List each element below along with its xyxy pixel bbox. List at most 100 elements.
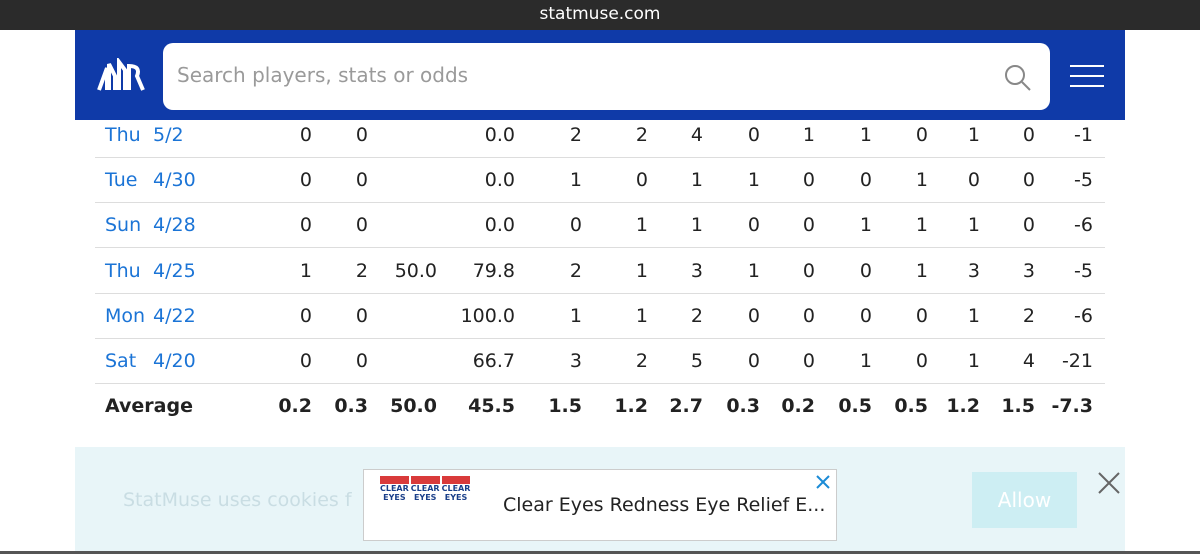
stat-cell: 3 xyxy=(690,259,703,282)
stat-cell: 5 xyxy=(690,350,703,372)
stat-cell: -21 xyxy=(1061,350,1093,372)
stat-cell: 0 xyxy=(355,304,368,327)
ad-product: CLEAR EYES xyxy=(410,476,440,534)
stat-cell: 1 xyxy=(802,124,815,146)
ad[interactable]: CLEAR EYES CLEAR EYES CLEAR EYES Clear E… xyxy=(363,469,837,541)
allow-button[interactable]: Allow xyxy=(972,472,1077,528)
stat-cell: 0.0 xyxy=(484,169,515,192)
stat-cell: 1 xyxy=(915,214,928,237)
average-cell: 1.2 xyxy=(614,395,648,417)
game-day[interactable]: Mon xyxy=(105,304,146,327)
stat-cell: 0 xyxy=(569,214,582,237)
game-date[interactable]: 5/2 xyxy=(153,124,184,146)
ad-close[interactable] xyxy=(816,475,830,489)
url[interactable]: statmuse.com xyxy=(539,4,661,24)
stat-cell: 0.0 xyxy=(484,124,515,146)
ad-product: CLEAR EYES xyxy=(441,476,471,534)
stat-cell: 2 xyxy=(569,124,582,146)
average-cell: 2.7 xyxy=(669,395,703,417)
stat-cell: 2 xyxy=(355,259,368,282)
stat-cell: 1 xyxy=(859,214,872,237)
stat-cell: 3 xyxy=(967,259,980,282)
average-cell: 0.5 xyxy=(838,395,872,417)
game-day[interactable]: Sun xyxy=(105,214,142,237)
stat-cell: 0 xyxy=(802,214,815,237)
stat-cell: 1 xyxy=(859,124,872,146)
stat-cell: 4 xyxy=(690,124,703,146)
stat-cell: 0 xyxy=(355,350,368,372)
stat-cell: 0 xyxy=(802,259,815,282)
stat-cell: 2 xyxy=(690,304,703,327)
game-date[interactable]: 4/22 xyxy=(153,304,196,327)
stat-cell: 0 xyxy=(747,124,760,146)
stat-cell: 1 xyxy=(967,304,980,327)
ad-product: CLEAR EYES xyxy=(380,476,409,534)
stat-cell: 1 xyxy=(635,259,648,282)
menu-icon[interactable] xyxy=(1070,63,1104,89)
stat-cell: 2 xyxy=(635,124,648,146)
average-cell: -7.3 xyxy=(1051,395,1093,417)
stat-cell: 1 xyxy=(635,214,648,237)
stat-cell: 0 xyxy=(802,304,815,327)
stat-cell: 1 xyxy=(747,259,760,282)
game-date[interactable]: 4/28 xyxy=(153,214,196,237)
game-date[interactable]: 4/30 xyxy=(153,169,196,192)
game-date[interactable]: 4/20 xyxy=(153,350,196,372)
stat-cell: 4 xyxy=(1022,350,1035,372)
stat-cell: -5 xyxy=(1074,259,1093,282)
row-divider xyxy=(95,247,1105,249)
row-divider xyxy=(95,202,1105,204)
stat-cell: 1 xyxy=(967,350,980,372)
stat-cell: 3 xyxy=(1022,259,1035,282)
average-cell: 1.5 xyxy=(548,395,582,417)
stat-cell: 0 xyxy=(355,214,368,237)
stat-cell: 0 xyxy=(967,169,980,192)
ad-image: CLEAR EYES CLEAR EYES CLEAR EYES xyxy=(380,476,471,534)
stat-cell: 0 xyxy=(747,214,760,237)
stat-cell: 0 xyxy=(635,169,648,192)
stat-cell: 1 xyxy=(915,169,928,192)
row-divider xyxy=(95,383,1105,384)
stat-cell: 0 xyxy=(299,169,312,192)
close-banner[interactable] xyxy=(1097,471,1121,495)
logo[interactable] xyxy=(97,58,147,94)
stat-cell: 1 xyxy=(747,169,760,192)
stat-cell: 0 xyxy=(915,124,928,146)
game-day[interactable]: Sat xyxy=(105,350,137,372)
game-day[interactable]: Thu xyxy=(105,124,141,146)
average-cell: 50.0 xyxy=(390,395,437,417)
average-cell: 0.3 xyxy=(334,395,368,417)
stat-cell: -5 xyxy=(1074,169,1093,192)
average-cell: 0.2 xyxy=(781,395,815,417)
stat-cell: 79.8 xyxy=(472,259,515,282)
search-icon[interactable] xyxy=(1003,63,1033,93)
stat-cell: 0 xyxy=(802,350,815,372)
game-day[interactable]: Tue xyxy=(105,169,138,192)
row-divider xyxy=(95,157,1105,158)
game-date[interactable]: 4/25 xyxy=(153,259,196,282)
average-label: Average xyxy=(105,395,193,417)
game-day[interactable]: Thu xyxy=(105,259,141,282)
stat-cell: 0 xyxy=(1022,214,1035,237)
stat-cell: 1 xyxy=(915,259,928,282)
row-divider xyxy=(95,337,1105,339)
search-box[interactable]: Search players, stats or odds xyxy=(163,43,1050,110)
ad-title: Clear Eyes Redness Eye Relief E... xyxy=(503,494,826,516)
average-cell: 0.2 xyxy=(278,395,312,417)
stat-cell: -6 xyxy=(1074,214,1093,237)
stat-cell: 1 xyxy=(967,124,980,146)
average-cell: 1.5 xyxy=(1001,395,1035,417)
stat-cell: 100.0 xyxy=(460,304,515,327)
stat-cell: 0 xyxy=(915,304,928,327)
stat-cell: 0 xyxy=(299,350,312,372)
stat-cell: 0 xyxy=(299,214,312,237)
stat-cell: 1 xyxy=(635,304,648,327)
stat-cell: 66.7 xyxy=(472,350,515,372)
stat-cell: 0 xyxy=(859,259,872,282)
cookie-text: StatMuse uses cookies f xyxy=(123,489,352,511)
stat-cell: -6 xyxy=(1074,304,1093,327)
stat-cell: 0 xyxy=(1022,124,1035,146)
stat-cell: 0 xyxy=(859,169,872,192)
